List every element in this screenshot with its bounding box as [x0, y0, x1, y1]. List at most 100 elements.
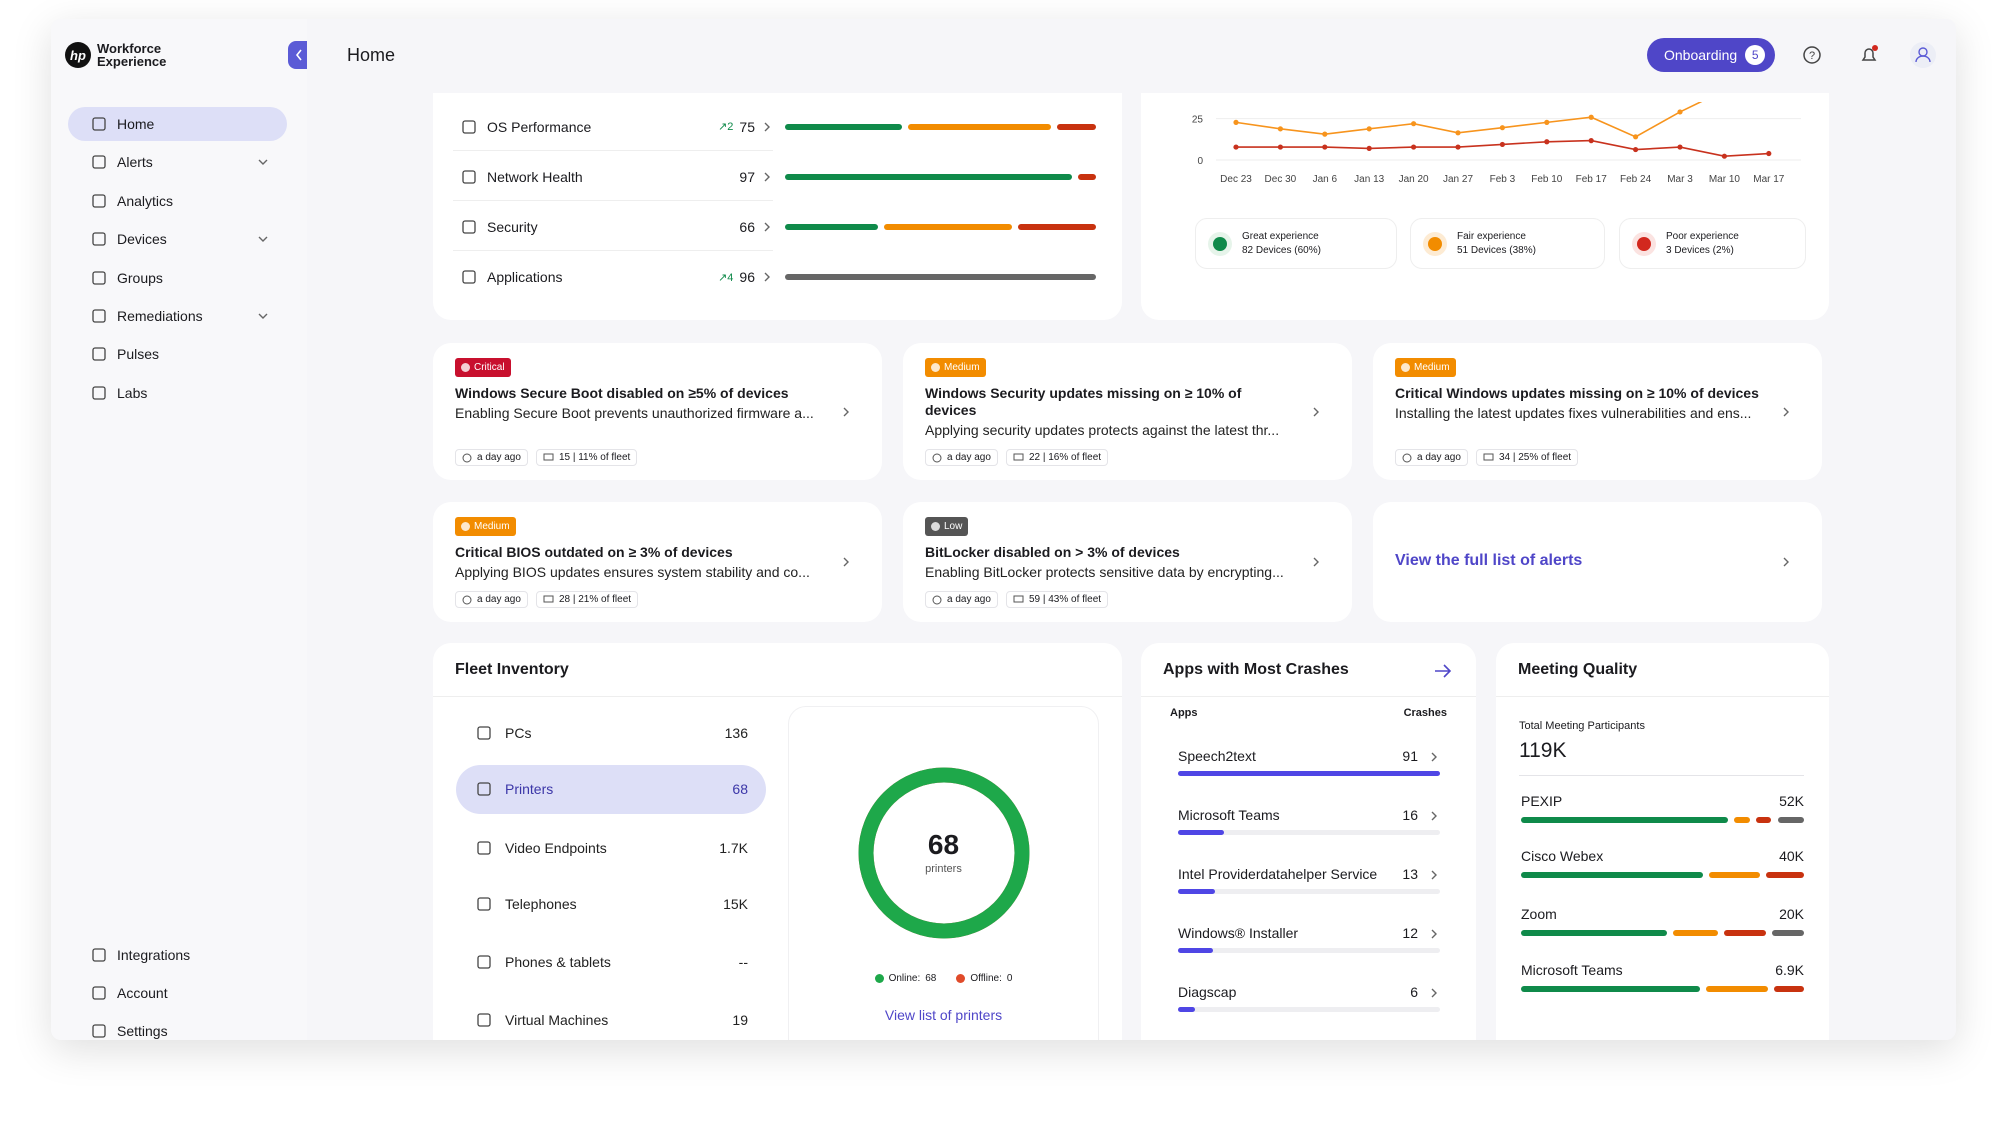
- bar-track: [1178, 948, 1440, 953]
- alert-title: Windows Security updates missing on ≥ 10…: [925, 385, 1242, 418]
- chevron-path: [764, 122, 770, 131]
- series-point: [1721, 153, 1727, 159]
- fleet-row[interactable]: PCs 136: [476, 724, 748, 742]
- chevron-path: [1431, 929, 1437, 939]
- fleet-count: 15K: [723, 896, 748, 912]
- nav-item[interactable]: Remediations: [68, 299, 287, 333]
- series-point: [1677, 109, 1683, 115]
- nav-item[interactable]: Account: [68, 976, 287, 1010]
- donut-legend: Online: 68 Offline: 0: [789, 973, 1098, 984]
- series-point: [1277, 126, 1283, 132]
- nav-item[interactable]: Analytics: [68, 184, 287, 218]
- nav-item[interactable]: Integrations: [68, 938, 287, 972]
- trend-value: 2: [727, 121, 734, 133]
- health-score: 75: [739, 118, 755, 135]
- view-all-link[interactable]: View the full list of alerts: [1395, 552, 1583, 569]
- legend-dot: [956, 974, 966, 983]
- nav-item[interactable]: Alerts: [68, 145, 287, 179]
- x-tick-label: Feb 3: [1490, 174, 1516, 185]
- open-arrow[interactable]: [1433, 663, 1453, 679]
- item-icon: [477, 1013, 491, 1027]
- series-point: [1233, 144, 1239, 150]
- alert-description: Applying BIOS updates ensures system sta…: [455, 564, 810, 580]
- alert-card[interactable]: Medium Windows Security updates missing o…: [903, 343, 1352, 480]
- x-tick-label: Feb 24: [1620, 174, 1652, 185]
- fleet-row[interactable]: Video Endpoints 1.7K: [476, 839, 748, 857]
- chevron-icon: [258, 236, 268, 243]
- page-title: Home: [347, 45, 396, 65]
- bar-segment: [785, 274, 1096, 280]
- onboarding-button[interactable]: Onboarding 5: [1647, 38, 1775, 72]
- fleet-row[interactable]: Telephones 15K: [476, 895, 748, 913]
- meeting-name: Microsoft Teams: [1521, 962, 1623, 978]
- help-icon[interactable]: ?: [1802, 45, 1822, 65]
- collapse-button[interactable]: [288, 41, 310, 69]
- bar-segment: [1772, 930, 1804, 936]
- fleet-chip: 28 | 21% of fleet: [535, 591, 639, 608]
- chevron-path: [1783, 407, 1789, 416]
- alert-card[interactable]: Low BitLocker disabled on > 3% of devices…: [903, 502, 1352, 622]
- chevron-path: [1313, 557, 1319, 567]
- bar-track: [1178, 1007, 1440, 1012]
- bar-segment: [1708, 872, 1761, 878]
- fleet-row[interactable]: Phones & tablets --: [476, 953, 748, 971]
- alert-card[interactable]: Medium Critical BIOS outdated on ≥ 3% of …: [433, 502, 882, 622]
- item-icon: [462, 169, 476, 184]
- chevron-icon: [1783, 557, 1789, 567]
- app-name: Windows® Installer: [1178, 925, 1299, 941]
- active-highlight: [456, 765, 766, 814]
- health-label: Applications: [487, 269, 563, 285]
- legend-item: Offline: 0: [956, 973, 1012, 984]
- item-icon: [92, 386, 106, 400]
- alert-card[interactable]: Medium Critical Windows updates missing o…: [1373, 343, 1822, 480]
- status-dot: [1428, 236, 1442, 251]
- nav-item[interactable]: Groups: [68, 261, 287, 295]
- item-icon: [92, 155, 106, 170]
- onboarding-count: 5: [1745, 45, 1766, 65]
- fleet-row[interactable]: Virtual Machines 19: [476, 1011, 748, 1029]
- crash-bar: [1178, 830, 1225, 835]
- health-card: OS Performance ↗2 75 Network Health 97 Securi…: [433, 49, 1122, 320]
- alert-time: a day ago: [477, 452, 521, 463]
- item-icon: [477, 955, 491, 969]
- chevron-icon: [1313, 557, 1319, 567]
- total-value: 119K: [1519, 739, 1567, 762]
- health-row: Applications ↗4 96: [453, 253, 773, 301]
- item-icon: [477, 782, 491, 796]
- alert-time: a day ago: [1417, 452, 1461, 463]
- nav-item[interactable]: Home: [68, 107, 287, 141]
- nav-item[interactable]: Labs: [68, 376, 287, 410]
- fleet-count: 1.7K: [719, 840, 748, 856]
- fleet-row[interactable]: Printers 68: [476, 780, 748, 798]
- profile-icon[interactable]: [1909, 41, 1937, 69]
- severity-badge: Medium: [1395, 358, 1456, 377]
- summary-pill: Poor experience 3 Devices (2%): [1619, 218, 1806, 269]
- chevron-path: [1313, 407, 1319, 416]
- column-header: Apps: [1170, 707, 1198, 719]
- notifications-icon[interactable]: [1857, 43, 1881, 67]
- alert-card[interactable]: Critical Windows Secure Boot disabled on …: [433, 343, 882, 480]
- nav-item[interactable]: Settings: [68, 1014, 287, 1040]
- summary-detail: 82 Devices (60%): [1242, 244, 1321, 256]
- alert-time: a day ago: [947, 452, 991, 463]
- x-tick-label: Jan 20: [1399, 174, 1429, 185]
- divider: [1519, 775, 1804, 776]
- view-all-card[interactable]: View the full list of alerts: [1373, 502, 1822, 622]
- experience-card: 0 25 Dec 23 Dec 30 Jan 6 Jan 13 Jan 20 Jan 27 Fe…: [1141, 49, 1829, 320]
- severity-badge: Medium: [925, 358, 986, 377]
- nav-label: Alerts: [117, 154, 153, 171]
- series-point: [1588, 138, 1594, 144]
- nav-label: Analytics: [117, 192, 174, 209]
- nav-item[interactable]: Pulses: [68, 337, 287, 371]
- chevron-path: [764, 172, 770, 181]
- status-dot: [1637, 236, 1651, 251]
- alert-description: Applying security updates protects again…: [925, 422, 1280, 438]
- nav-label: Devices: [117, 231, 167, 248]
- item-icon: [92, 309, 106, 323]
- bar-segment: [1755, 817, 1772, 823]
- trend-arrow: ↗: [718, 121, 728, 133]
- fleet-chip: 22 | 16% of fleet: [1005, 449, 1109, 466]
- printers-link[interactable]: View list of printers: [884, 1007, 1003, 1023]
- nav-item[interactable]: Devices: [68, 222, 287, 256]
- app-name: Speech2text: [1178, 748, 1256, 764]
